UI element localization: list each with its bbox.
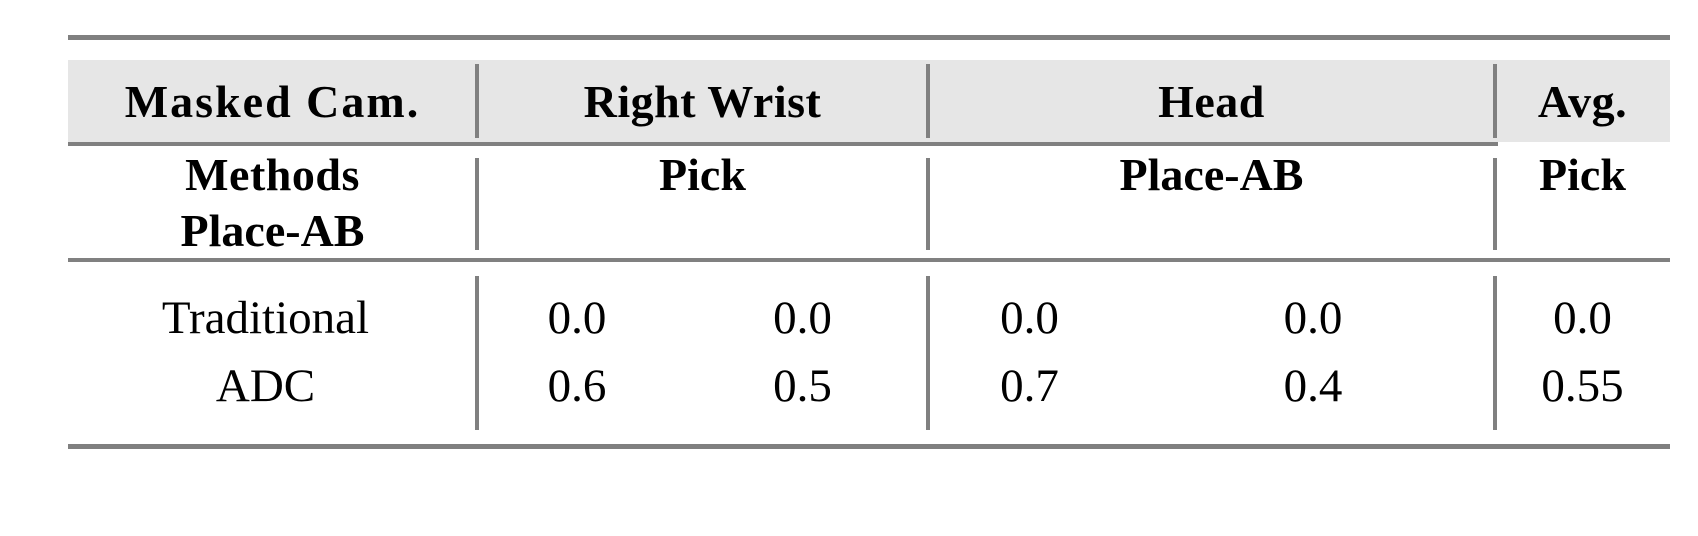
table-group-header-row: Masked Cam. Right Wrist Head Avg. — [68, 60, 1670, 142]
header-cell-head: Head — [1158, 75, 1265, 127]
table-bottom-rule — [68, 444, 1670, 449]
cell-adc-head-place-ab: 0.4 — [1283, 360, 1343, 412]
cell-traditional-head-pick: 0.0 — [1000, 292, 1059, 344]
cell-traditional-avg: 0.0 — [1553, 292, 1612, 344]
column-divider-2 — [926, 64, 930, 138]
table-row: Traditional 0.0 0.0 0.0 0.0 0.0 — [68, 284, 1670, 352]
header-cell-rw-pick: Pick — [659, 148, 746, 200]
column-divider-3 — [1493, 158, 1497, 250]
cell-traditional-rw-pick: 0.0 — [547, 292, 607, 344]
header-cell-head-place-ab: Place-AB — [180, 204, 365, 256]
column-divider-3 — [1493, 64, 1497, 138]
table-row: ADC 0.6 0.5 0.7 0.4 0.55 — [68, 352, 1670, 420]
cell-traditional-head-place-ab: 0.0 — [1283, 292, 1343, 344]
column-divider-2 — [926, 276, 930, 430]
table-header-rule — [68, 258, 1670, 262]
header-cell-masked-cam: Masked Cam. — [124, 75, 421, 127]
cell-method-traditional: Traditional — [161, 292, 370, 344]
header-cell-avg-blank — [477, 202, 928, 258]
header-cell-methods: Methods — [185, 148, 360, 200]
table-body: Traditional 0.0 0.0 0.0 0.0 0.0 ADC 0.6 … — [68, 262, 1670, 444]
column-divider-3 — [1493, 276, 1497, 430]
cell-method-adc: ADC — [215, 360, 316, 412]
header-cell-avg: Avg. — [1537, 75, 1628, 127]
header-cell-rw-place-ab: Place-AB — [1119, 148, 1304, 200]
table-sub-header-row: Methods Pick Place-AB Pick Place-AB — [68, 146, 1670, 258]
table-top-rule — [68, 35, 1670, 40]
cell-adc-head-pick: 0.7 — [1000, 360, 1059, 412]
cell-adc-rw-place-ab: 0.5 — [773, 360, 832, 412]
column-divider-2 — [926, 158, 930, 250]
cell-adc-avg: 0.55 — [1541, 360, 1624, 412]
header-cell-right-wrist: Right Wrist — [583, 75, 822, 127]
cell-traditional-rw-place-ab: 0.0 — [773, 292, 832, 344]
header-cell-head-pick: Pick — [1539, 148, 1626, 200]
column-divider-1 — [475, 64, 479, 138]
table-group-rule — [68, 142, 1498, 146]
results-table: Masked Cam. Right Wrist Head Avg. Method… — [68, 35, 1670, 449]
column-divider-1 — [475, 158, 479, 250]
cell-adc-rw-pick: 0.6 — [547, 360, 607, 412]
column-divider-1 — [475, 276, 479, 430]
